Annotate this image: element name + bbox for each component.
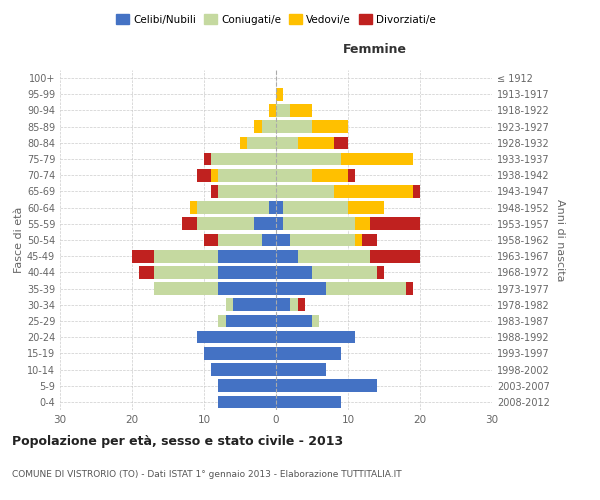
Bar: [218, 169, 276, 181]
Bar: [276, 282, 326, 295]
Bar: [276, 218, 283, 230]
Bar: [362, 234, 377, 246]
Bar: [276, 88, 283, 101]
Bar: [204, 347, 276, 360]
Bar: [276, 136, 298, 149]
Bar: [218, 314, 226, 328]
Bar: [240, 136, 247, 149]
Bar: [218, 234, 262, 246]
Bar: [197, 218, 254, 230]
Bar: [355, 234, 362, 246]
Bar: [262, 234, 276, 246]
Bar: [312, 169, 348, 181]
Bar: [276, 250, 298, 262]
Bar: [312, 120, 348, 133]
Bar: [247, 136, 276, 149]
Bar: [276, 363, 326, 376]
Bar: [290, 298, 298, 311]
Bar: [182, 218, 197, 230]
Bar: [197, 331, 276, 344]
Bar: [276, 380, 377, 392]
Bar: [370, 218, 420, 230]
Bar: [139, 266, 154, 278]
Y-axis label: Anni di nascita: Anni di nascita: [555, 198, 565, 281]
Bar: [334, 185, 413, 198]
Bar: [211, 185, 218, 198]
Bar: [132, 250, 154, 262]
Bar: [298, 298, 305, 311]
Y-axis label: Fasce di età: Fasce di età: [14, 207, 24, 273]
Bar: [283, 218, 355, 230]
Bar: [218, 396, 276, 408]
Bar: [226, 314, 276, 328]
Bar: [276, 331, 355, 344]
Bar: [377, 266, 384, 278]
Bar: [211, 152, 276, 166]
Bar: [341, 152, 413, 166]
Bar: [406, 282, 413, 295]
Bar: [269, 202, 276, 214]
Bar: [413, 185, 420, 198]
Bar: [312, 266, 377, 278]
Bar: [276, 234, 290, 246]
Bar: [276, 120, 312, 133]
Bar: [218, 380, 276, 392]
Text: Femmine: Femmine: [343, 44, 407, 57]
Bar: [154, 282, 218, 295]
Bar: [276, 314, 312, 328]
Bar: [197, 169, 211, 181]
Bar: [276, 202, 283, 214]
Bar: [218, 282, 276, 295]
Bar: [190, 202, 197, 214]
Bar: [283, 202, 348, 214]
Bar: [218, 266, 276, 278]
Bar: [154, 250, 218, 262]
Bar: [290, 234, 355, 246]
Bar: [348, 202, 384, 214]
Bar: [254, 218, 276, 230]
Bar: [226, 298, 233, 311]
Bar: [276, 347, 341, 360]
Bar: [233, 298, 276, 311]
Text: COMUNE DI VISTRORIO (TO) - Dati ISTAT 1° gennaio 2013 - Elaborazione TUTTITALIA.: COMUNE DI VISTRORIO (TO) - Dati ISTAT 1°…: [12, 470, 401, 479]
Bar: [276, 152, 341, 166]
Bar: [348, 169, 355, 181]
Bar: [211, 363, 276, 376]
Bar: [276, 185, 334, 198]
Text: Popolazione per età, sesso e stato civile - 2013: Popolazione per età, sesso e stato civil…: [12, 435, 343, 448]
Bar: [218, 250, 276, 262]
Bar: [276, 266, 312, 278]
Bar: [298, 136, 334, 149]
Bar: [211, 169, 218, 181]
Bar: [218, 185, 276, 198]
Bar: [204, 152, 211, 166]
Bar: [262, 120, 276, 133]
Bar: [290, 104, 312, 117]
Bar: [154, 266, 218, 278]
Bar: [298, 250, 370, 262]
Bar: [276, 169, 312, 181]
Bar: [197, 202, 269, 214]
Legend: Celibi/Nubili, Coniugati/e, Vedovi/e, Divorziati/e: Celibi/Nubili, Coniugati/e, Vedovi/e, Di…: [112, 10, 440, 29]
Bar: [334, 136, 348, 149]
Bar: [326, 282, 406, 295]
Bar: [276, 298, 290, 311]
Bar: [276, 104, 290, 117]
Bar: [254, 120, 262, 133]
Bar: [276, 396, 341, 408]
Bar: [204, 234, 218, 246]
Bar: [312, 314, 319, 328]
Bar: [355, 218, 370, 230]
Bar: [370, 250, 420, 262]
Bar: [269, 104, 276, 117]
